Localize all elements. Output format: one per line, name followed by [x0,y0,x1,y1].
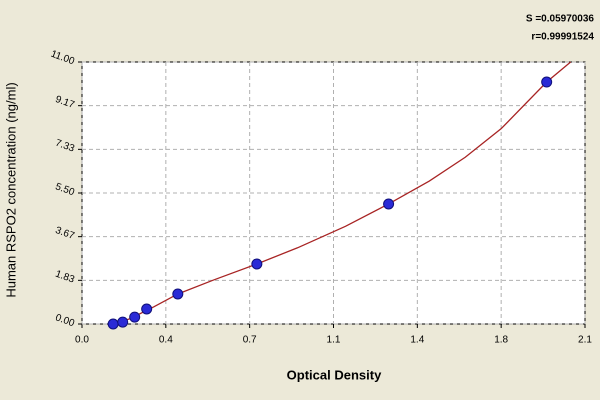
data-point [107,318,119,330]
x-axis-label: Optical Density [287,367,382,382]
x-tick-label: 0.7 [243,335,257,346]
data-point [141,303,153,315]
data-point [383,198,395,210]
annotation: r=0.99991524 [531,32,594,43]
data-point [117,316,129,328]
x-tick-label: 1.4 [410,335,424,346]
annotation: S =0.05970036 [526,14,595,25]
x-tick-label: 0.4 [159,335,173,346]
x-tick-label: 1.1 [327,335,341,346]
fit-curve [112,61,572,325]
data-point [172,288,184,300]
x-tick-label: 1.8 [494,335,508,346]
x-tick-label: 0.0 [75,335,89,346]
x-tick-label: 2.1 [578,335,592,346]
data-point [129,311,141,323]
data-point [251,258,263,270]
y-axis-label: Human RSPO2 concentration (ng/ml) [3,82,18,297]
data-point [541,76,553,88]
